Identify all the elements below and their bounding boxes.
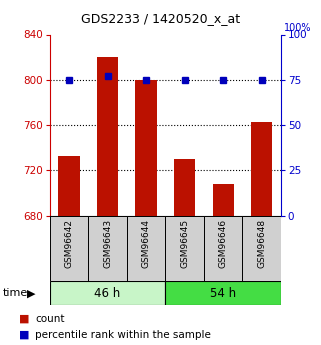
Bar (204, 216, 242, 281)
Bar (135, 80, 157, 216)
Text: 46 h: 46 h (94, 287, 121, 300)
Bar (165, 216, 204, 281)
Text: 100%: 100% (284, 23, 312, 33)
Bar (88, 216, 127, 281)
Text: percentile rank within the sample: percentile rank within the sample (35, 330, 211, 339)
Bar (242, 216, 281, 281)
Bar (127, 216, 165, 281)
Text: GSM96643: GSM96643 (103, 219, 112, 268)
Text: GDS2233 / 1420520_x_at: GDS2233 / 1420520_x_at (81, 12, 240, 25)
Text: count: count (35, 314, 65, 324)
Text: GSM96646: GSM96646 (219, 219, 228, 268)
Text: ▶: ▶ (27, 288, 36, 298)
Bar (251, 122, 272, 216)
Text: 54 h: 54 h (210, 287, 236, 300)
Bar (97, 57, 118, 216)
Text: GSM96642: GSM96642 (65, 219, 74, 268)
Text: GSM96644: GSM96644 (142, 219, 151, 268)
Bar (174, 159, 195, 216)
Text: GSM96645: GSM96645 (180, 219, 189, 268)
Bar (50, 281, 165, 305)
Text: ■: ■ (19, 330, 30, 339)
Bar (165, 281, 281, 305)
Text: GSM96648: GSM96648 (257, 219, 266, 268)
Text: time: time (3, 288, 29, 298)
Text: ■: ■ (19, 314, 30, 324)
Bar (50, 216, 88, 281)
Bar (58, 156, 80, 216)
Bar (213, 184, 234, 216)
